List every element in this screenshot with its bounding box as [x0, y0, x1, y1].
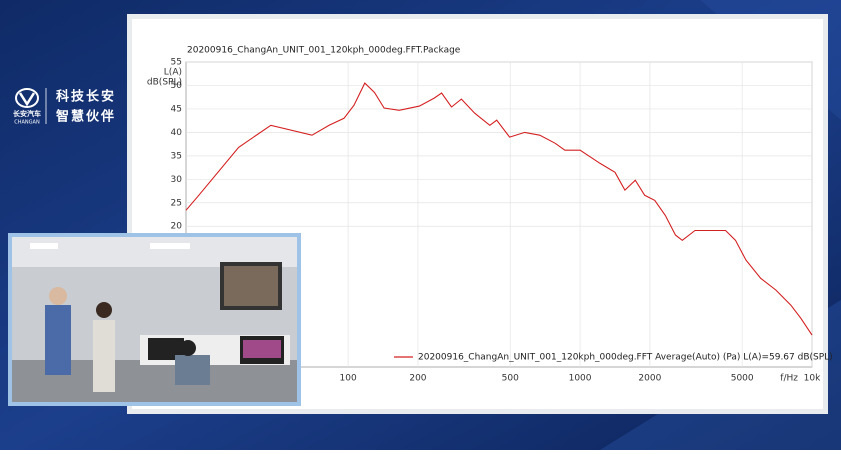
- chart-title: 20200916_ChangAn_UNIT_001_120kph_000deg.…: [187, 46, 461, 56]
- x-tick-label: 5000: [731, 374, 754, 384]
- person: [175, 355, 210, 385]
- y-tick-label: 45: [171, 104, 182, 114]
- legend-label: 20200916_ChangAn_UNIT_001_120kph_000deg.…: [418, 353, 833, 363]
- y-tick-label: 40: [171, 128, 183, 138]
- slogan: 科技长安: [56, 89, 116, 105]
- monitor-image: [243, 340, 281, 358]
- monitor: [148, 338, 184, 360]
- light: [150, 243, 190, 249]
- y-tick-label: 30: [171, 175, 183, 185]
- video-inset: [8, 233, 301, 406]
- logo-subtext: CHANGAN: [14, 120, 40, 126]
- x-tick-label: 2000: [638, 374, 661, 384]
- data-line: [185, 82, 813, 336]
- wall-screen-image: [224, 266, 278, 306]
- y-tick-label: 20: [171, 222, 183, 232]
- person: [93, 320, 115, 392]
- person: [45, 305, 71, 375]
- logo: 长安汽车 CHANGAN: [13, 88, 41, 126]
- y-tick-label: 50: [171, 81, 183, 91]
- y-tick-label: 55: [171, 58, 182, 68]
- logo-ring: [15, 88, 39, 108]
- x-tick-label: 200: [409, 374, 426, 384]
- light: [30, 243, 58, 249]
- person-head: [180, 340, 196, 356]
- y-axis-label: L(A): [164, 68, 182, 78]
- y-tick-label: 25: [171, 198, 182, 208]
- x-tick-label: 10k: [804, 374, 821, 384]
- x-tick-label: 100: [340, 374, 357, 384]
- x-axis-label: f/Hz: [780, 374, 798, 384]
- x-tick-label: 1000: [569, 374, 592, 384]
- y-axis-label: dB(SPL): [147, 78, 182, 88]
- logo-v: [18, 92, 36, 107]
- y-tick-label: 35: [171, 151, 182, 161]
- logo-text: 长安汽车: [13, 109, 41, 118]
- person-head: [96, 302, 112, 318]
- person-head: [49, 287, 67, 305]
- x-tick-label: 500: [502, 374, 519, 384]
- slogan: 智慧伙伴: [56, 109, 116, 125]
